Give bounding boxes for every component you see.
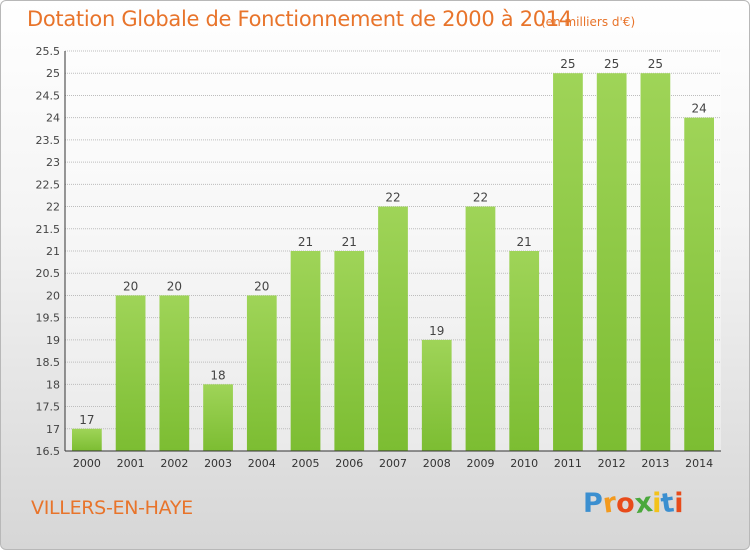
- bar-value-label: 19: [429, 324, 444, 338]
- y-tick-label: 18: [46, 378, 60, 391]
- y-tick-label: 25: [46, 67, 60, 80]
- x-tick-label: 2009: [466, 457, 494, 470]
- y-tick-label: 20: [46, 289, 60, 302]
- bar-value-label: 21: [517, 235, 532, 249]
- bar: [596, 73, 627, 451]
- x-tick-label: 2004: [248, 457, 276, 470]
- bar: [421, 339, 452, 451]
- x-tick-label: 2002: [160, 457, 188, 470]
- y-tick-label: 19.5: [36, 312, 61, 325]
- bar-value-label: 25: [604, 57, 619, 71]
- bar: [334, 251, 365, 451]
- y-tick-label: 17: [46, 423, 60, 436]
- bar: [159, 295, 190, 451]
- y-tick-label: 18.5: [36, 356, 61, 369]
- bar-value-label: 17: [79, 413, 94, 427]
- bar-value-label: 25: [648, 57, 663, 71]
- bar: [71, 428, 102, 451]
- x-tick-label: 2011: [554, 457, 582, 470]
- y-tick-label: 16.5: [36, 445, 61, 458]
- bar: [509, 251, 540, 451]
- x-tick-label: 2010: [510, 457, 538, 470]
- y-tick-label: 22.5: [36, 178, 61, 191]
- logo-letter: o: [616, 488, 635, 519]
- x-tick-label: 2007: [379, 457, 407, 470]
- logo-letter: i: [652, 488, 662, 519]
- logo-letter: P: [583, 488, 603, 519]
- x-tick-label: 2012: [598, 457, 626, 470]
- bar: [378, 206, 408, 451]
- proxiti-logo[interactable]: Proxiti: [583, 486, 684, 521]
- bar-value-label: 24: [691, 102, 706, 116]
- bar: [684, 117, 715, 452]
- y-tick-label: 17.5: [36, 401, 61, 414]
- y-tick-label: 21.5: [36, 223, 61, 236]
- y-tick-label: 21: [46, 245, 60, 258]
- y-tick-label: 23.5: [36, 134, 61, 147]
- bar-value-label: 20: [167, 279, 182, 293]
- bar-value-label: 20: [254, 279, 269, 293]
- x-tick-label: 2005: [292, 457, 320, 470]
- y-tick-label: 20.5: [36, 267, 61, 280]
- bar-value-label: 22: [473, 191, 488, 205]
- y-tick-label: 23: [46, 156, 60, 169]
- x-tick-label: 2000: [73, 457, 101, 470]
- bar: [553, 73, 583, 451]
- bar: [465, 206, 496, 451]
- x-tick-label: 2006: [335, 457, 363, 470]
- bar-value-label: 25: [560, 57, 575, 71]
- y-tick-label: 25.5: [36, 45, 61, 58]
- x-tick-label: 2014: [685, 457, 713, 470]
- y-tick-label: 24.5: [36, 89, 61, 102]
- bar-value-label: 21: [342, 235, 357, 249]
- chart-unit: (en milliers d'€): [541, 15, 636, 29]
- chart-title: Dotation Globale de Fonctionnement de 20…: [27, 7, 572, 31]
- logo-letter: i: [674, 488, 684, 519]
- bar: [246, 295, 277, 451]
- bar-value-label: 20: [123, 279, 138, 293]
- logo-letter: x: [632, 486, 655, 521]
- bar: [115, 295, 146, 451]
- y-tick-label: 19: [46, 334, 60, 347]
- bar: [640, 73, 671, 451]
- commune-name: VILLERS-EN-HAYE: [31, 497, 193, 519]
- x-tick-label: 2001: [117, 457, 145, 470]
- y-tick-label: 24: [46, 112, 60, 125]
- y-tick-label: 22: [46, 201, 60, 214]
- bar: [290, 251, 321, 451]
- x-tick-label: 2003: [204, 457, 232, 470]
- bar: [203, 384, 233, 451]
- bar-value-label: 18: [210, 368, 225, 382]
- x-tick-label: 2008: [423, 457, 451, 470]
- bar-value-label: 22: [385, 191, 400, 205]
- bar-value-label: 21: [298, 235, 313, 249]
- x-tick-label: 2013: [641, 457, 669, 470]
